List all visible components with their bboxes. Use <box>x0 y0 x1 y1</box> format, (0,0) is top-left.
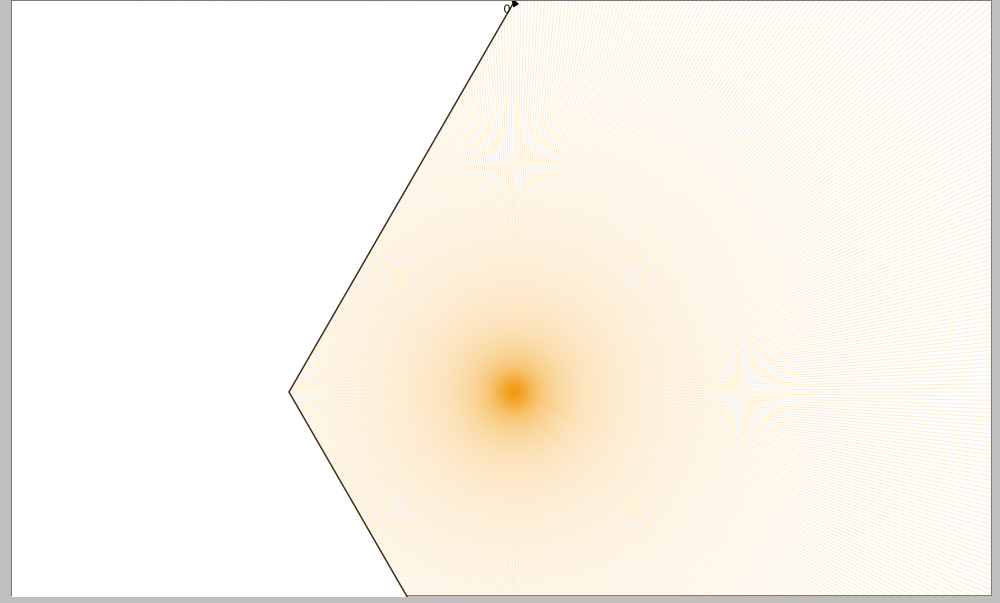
app-window-background: 0 <box>0 0 1000 603</box>
axis-tick-label-0: 0 <box>504 2 511 16</box>
turtle-canvas <box>12 1 993 597</box>
canvas-frame: 0 <box>11 0 992 596</box>
